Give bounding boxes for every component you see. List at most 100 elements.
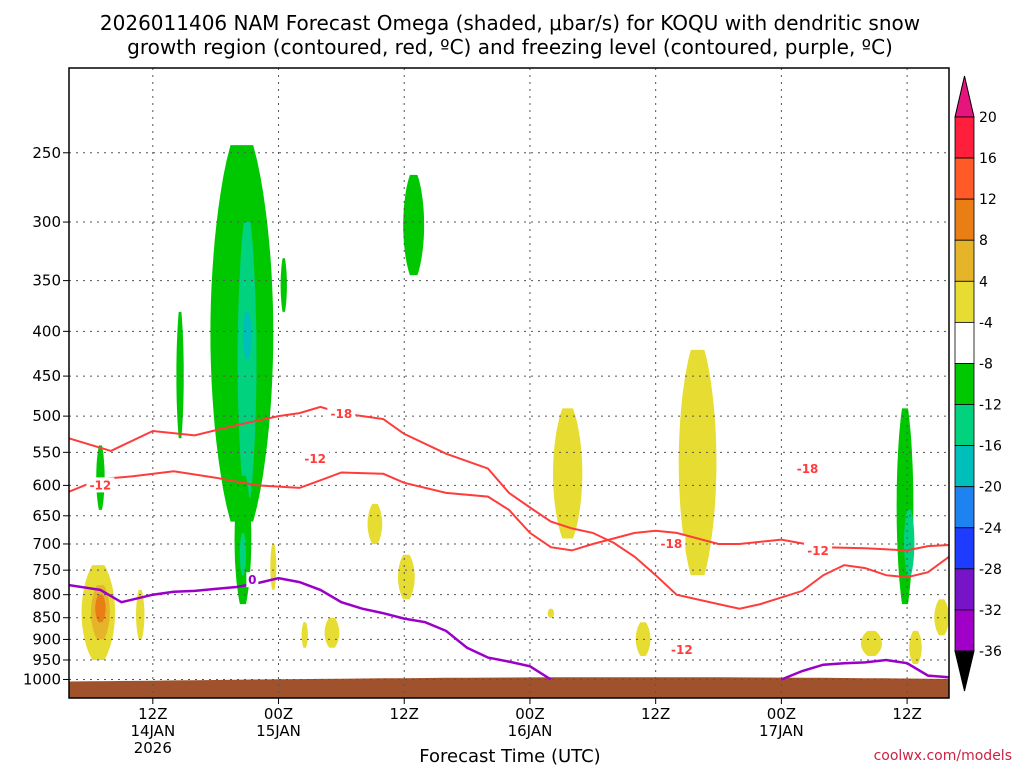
- y-tick-label: 350: [32, 272, 61, 290]
- omega-region-19: [301, 622, 308, 648]
- omega-region-1: [237, 222, 257, 498]
- contour-label: -12: [807, 544, 829, 558]
- colorbar-segment: [954, 157, 975, 200]
- contour-label-bg: [327, 405, 356, 421]
- colorbar-segment: [954, 527, 975, 570]
- y-tick-label: 550: [32, 443, 61, 461]
- omega-region-15: [678, 349, 717, 576]
- colorbar-segment: [954, 609, 975, 652]
- colorbar-segment: [954, 239, 975, 282]
- x-tick-label: 00Z: [264, 705, 293, 723]
- omega-region-23: [861, 630, 882, 656]
- x-tick-label: 12Z: [390, 705, 419, 723]
- colorbar-label: -8: [979, 356, 993, 372]
- omega-region-2: [242, 311, 252, 359]
- contour-label-bg: [657, 535, 686, 551]
- omega-region-4: [403, 174, 425, 276]
- colorbar-segment: [954, 445, 975, 488]
- colorbar-bottom-triangle: [954, 650, 975, 692]
- omega-region-17: [398, 554, 415, 600]
- y-tick-label: 250: [32, 144, 61, 162]
- x-tick-label: 00Z: [515, 705, 544, 723]
- chart-title-line1: 2026011406 NAM Forecast Omega (shaded, μ…: [100, 11, 920, 35]
- colorbar-label: 4: [979, 274, 988, 290]
- colorbar-label: 20: [979, 110, 997, 126]
- omega-region-14: [553, 408, 583, 539]
- contour-label-bg: [246, 572, 259, 588]
- omega-region-3: [280, 258, 287, 312]
- contour-label-bg: [86, 477, 115, 493]
- y-tick-label: 650: [32, 507, 61, 525]
- colorbar-segment: [954, 116, 975, 159]
- colorbar-segment: [954, 363, 975, 405]
- omega-region-16: [367, 503, 383, 544]
- freezing-level-contour-2: [780, 658, 949, 681]
- x-tick-label: 17JAN: [759, 722, 804, 740]
- colorbar-top-triangle: [954, 75, 975, 118]
- x-tick-label: 14JAN: [130, 722, 175, 740]
- y-tick-label: 900: [32, 630, 61, 648]
- y-tick-label: 700: [32, 535, 61, 553]
- terrain: [69, 677, 949, 698]
- omega-region-25: [934, 599, 949, 636]
- y-tick-label: 950: [32, 651, 61, 669]
- colorbar-label: 12: [979, 192, 997, 208]
- contour-label-bg: [667, 641, 696, 657]
- colorbar-label: -20: [979, 480, 1002, 496]
- omega-region-13: [95, 594, 106, 623]
- contour-label: -18: [331, 407, 353, 421]
- x-tick-label: 2026: [134, 739, 172, 757]
- dgz-minus18-contour: [69, 405, 949, 610]
- colorbar-label: -36: [979, 644, 1002, 660]
- colorbar: 20 16 12 8 4 -4 -8 -12 -16 -20 -24 -28 -32 -36: [954, 75, 1002, 692]
- colorbar-segment: [954, 198, 975, 241]
- x-tick-label: 12Z: [138, 705, 167, 723]
- y-tick-label: 1000: [23, 670, 61, 688]
- plot-inner: -12 -18 -12 -18 -12 -18 -12 0: [69, 68, 949, 698]
- contour-label: -12: [304, 452, 326, 466]
- y-tick-label: 300: [32, 213, 61, 231]
- colorbar-label: 8: [979, 233, 988, 249]
- colorbar-label: -24: [979, 521, 1002, 537]
- x-tick-label: 12Z: [892, 705, 921, 723]
- colorbar-segment: [954, 321, 975, 364]
- contour-label: -18: [797, 462, 819, 476]
- omega-region-10: [904, 509, 915, 576]
- credit-text: coolwx.com/models: [874, 748, 1012, 764]
- colorbar-label: -4: [979, 315, 993, 331]
- y-tick-label: 400: [32, 322, 61, 340]
- plot-frame: [68, 67, 950, 699]
- y-tick-label: 500: [32, 407, 61, 425]
- dgz-minus12-contour: [69, 470, 949, 552]
- y-tick-label: 450: [32, 367, 61, 385]
- omega-region-21: [270, 544, 277, 590]
- y-tick-label: 850: [32, 609, 61, 627]
- contour-label: -12: [671, 643, 693, 657]
- plot-area: -12 -18 -12 -18 -12 -18 -12 0 250 300 350 400 450 500…: [23, 67, 950, 757]
- colorbar-label: -28: [979, 562, 1002, 578]
- colorbar-label: -32: [979, 603, 1002, 619]
- omega-region-18: [324, 617, 340, 648]
- colorbar-segment: [954, 486, 975, 529]
- y-tick-label: 800: [32, 586, 61, 604]
- x-tick-label: 00Z: [767, 705, 796, 723]
- colorbar-segment: [954, 568, 975, 611]
- contour-label-bg: [804, 542, 833, 558]
- x-tick-label: 16JAN: [508, 722, 553, 740]
- omega-region-26: [547, 608, 554, 618]
- contour-label: -18: [661, 537, 683, 551]
- chart-title-line2: growth region (contoured, red, ºC) and f…: [127, 35, 893, 59]
- colorbar-label: -16: [979, 439, 1002, 455]
- omega-region-20: [136, 589, 145, 640]
- x-tick-label: 15JAN: [256, 722, 301, 740]
- colorbar-label: -12: [979, 398, 1002, 414]
- omega-region-24: [909, 630, 922, 664]
- y-tick-label: 750: [32, 561, 61, 579]
- colorbar-segment: [954, 404, 975, 447]
- omega-region-7: [239, 532, 246, 576]
- omega-region-5: [176, 311, 184, 439]
- contour-label: -12: [90, 478, 112, 492]
- contour-label: 0: [248, 573, 256, 587]
- freezing-level-contour: [69, 576, 552, 681]
